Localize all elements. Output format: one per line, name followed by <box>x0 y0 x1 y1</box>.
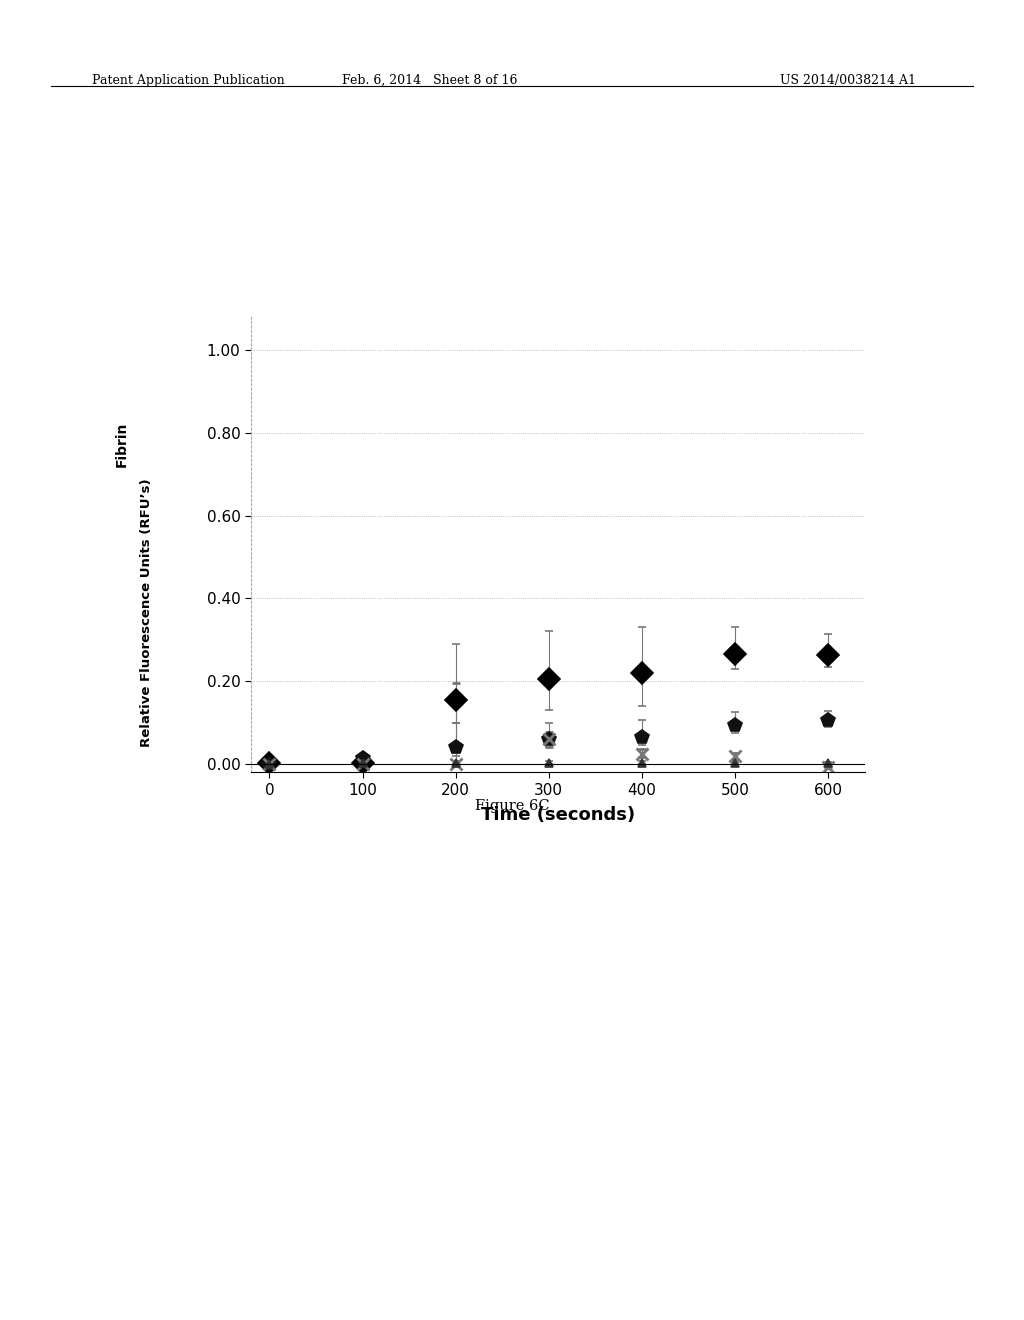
Text: Patent Application Publication: Patent Application Publication <box>92 74 285 87</box>
Text: Relative Fluorescence Units (RFU’s): Relative Fluorescence Units (RFU’s) <box>140 478 153 747</box>
X-axis label: Time (seconds): Time (seconds) <box>481 807 635 824</box>
Text: US 2014/0038214 A1: US 2014/0038214 A1 <box>780 74 916 87</box>
Text: Figure 6C: Figure 6C <box>475 799 549 813</box>
Text: Feb. 6, 2014   Sheet 8 of 16: Feb. 6, 2014 Sheet 8 of 16 <box>342 74 518 87</box>
Text: Fibrin: Fibrin <box>115 421 129 467</box>
